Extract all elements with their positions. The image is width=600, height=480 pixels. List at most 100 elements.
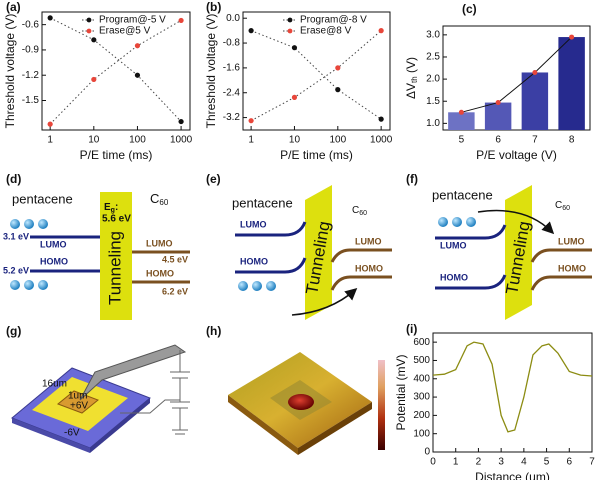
trend-line bbox=[461, 36, 572, 113]
label: 6.2 eV bbox=[162, 286, 188, 296]
y-tick-label: -3.2 bbox=[223, 112, 241, 123]
x-axis-label: P/E time (ms) bbox=[80, 148, 153, 162]
y-tick-label: 500 bbox=[413, 355, 430, 366]
label: 5.6 eV bbox=[102, 214, 131, 225]
x-tick-label: 2 bbox=[476, 457, 482, 468]
label: 1um bbox=[68, 391, 87, 402]
marker bbox=[178, 118, 184, 125]
marker bbox=[248, 118, 254, 124]
level bbox=[530, 248, 592, 263]
label: Eg: bbox=[104, 202, 118, 214]
label: Tunneling bbox=[105, 231, 124, 305]
label: LUMO bbox=[558, 236, 585, 246]
level bbox=[530, 275, 592, 291]
label: LUMO bbox=[240, 219, 267, 229]
label: C60 bbox=[352, 205, 367, 217]
x-tick-label: 6 bbox=[567, 457, 573, 468]
arrow bbox=[291, 288, 358, 316]
marker bbox=[378, 116, 384, 122]
legend-marker bbox=[287, 28, 293, 34]
diagram-h: (h) bbox=[206, 324, 385, 455]
y-tick-label: -1.6 bbox=[223, 63, 241, 74]
panel-label: (a) bbox=[6, 0, 21, 14]
marker bbox=[47, 15, 53, 21]
x-tick-label: 7 bbox=[532, 135, 538, 146]
electron bbox=[38, 219, 48, 229]
x-tick-label: 0 bbox=[430, 457, 436, 468]
x-tick-label: 1000 bbox=[370, 135, 393, 146]
label: HOMO bbox=[355, 263, 383, 273]
label: -6V bbox=[64, 428, 80, 439]
level bbox=[235, 221, 307, 237]
legend-marker bbox=[86, 17, 92, 23]
marker bbox=[134, 43, 141, 49]
marker bbox=[532, 69, 538, 75]
panel-label: (e) bbox=[206, 172, 221, 186]
dotted-line bbox=[49, 17, 182, 122]
y-tick-label: 3.0 bbox=[426, 29, 440, 40]
marker bbox=[134, 72, 141, 78]
marker bbox=[91, 37, 97, 43]
diagram-d: (d) pentacene C60 Eg: 5.6 eV Tunneling 3… bbox=[3, 172, 190, 320]
label: 3.1 eV bbox=[3, 231, 29, 241]
marker bbox=[47, 121, 53, 127]
level bbox=[235, 257, 307, 274]
barrier bbox=[100, 192, 132, 320]
label: HOMO bbox=[558, 263, 586, 273]
x-tick-label: 5 bbox=[544, 457, 550, 468]
x-tick-label: 1 bbox=[47, 135, 53, 146]
level bbox=[330, 248, 392, 263]
substrate-edge bbox=[12, 418, 90, 453]
hole bbox=[10, 280, 20, 290]
label: C60 bbox=[555, 200, 570, 212]
level bbox=[330, 275, 392, 291]
x-axis-label: Distance (um) bbox=[475, 470, 550, 480]
substrate-edge bbox=[90, 398, 150, 453]
y-tick-label: 2.5 bbox=[426, 52, 440, 63]
line bbox=[432, 341, 593, 433]
panel-label: (h) bbox=[206, 324, 221, 338]
legend-label: Erase@8 V bbox=[300, 26, 352, 37]
plot-frame bbox=[432, 332, 593, 453]
label: LUMO bbox=[146, 238, 173, 248]
y-axis-label-part: ΔV bbox=[404, 83, 418, 99]
marker bbox=[335, 65, 341, 71]
label: LUMO bbox=[40, 239, 67, 249]
inner-electrode bbox=[57, 390, 99, 414]
marker bbox=[178, 17, 184, 24]
x-tick-label: 100 bbox=[329, 135, 346, 146]
marker bbox=[248, 28, 254, 34]
colorbar bbox=[378, 360, 385, 450]
barrier bbox=[305, 185, 332, 320]
electron bbox=[438, 217, 448, 227]
y-axis-label-part: th bbox=[410, 76, 419, 83]
x-axis-label: P/E voltage (V) bbox=[476, 148, 557, 162]
y-axis-label: ΔVth (V) bbox=[404, 57, 419, 99]
legend-marker bbox=[86, 28, 92, 34]
electron bbox=[452, 217, 462, 227]
marker bbox=[569, 34, 575, 40]
electron bbox=[466, 217, 476, 227]
x-tick-label: 1000 bbox=[170, 135, 193, 146]
panel-label: (i) bbox=[406, 322, 417, 336]
diagram-f: (f) pentacene C60 Tunneling LUMO HOMO LU… bbox=[406, 172, 592, 320]
y-axis-label: Threshold voltage (V) bbox=[204, 14, 218, 129]
label: HOMO bbox=[146, 268, 174, 278]
label: pentacene bbox=[232, 195, 293, 210]
x-tick-label: 3 bbox=[498, 457, 504, 468]
charts: (a)-0.6 -0.9 -1.2 -1.5 Threshold voltage (V)… bbox=[3, 0, 595, 480]
level bbox=[435, 224, 507, 240]
legend-label: Erase@5 V bbox=[99, 26, 151, 37]
dotted-line bbox=[250, 30, 382, 120]
x-tick-label: 5 bbox=[459, 135, 465, 146]
x-tick-label: 6 bbox=[495, 135, 501, 146]
label: HOMO bbox=[440, 272, 468, 282]
bar bbox=[521, 72, 549, 130]
bar bbox=[448, 112, 475, 130]
y-tick-label: 1.0 bbox=[426, 118, 440, 129]
marker bbox=[291, 94, 298, 100]
x-tick-label: 7 bbox=[589, 457, 595, 468]
x-tick-label: 1 bbox=[248, 135, 254, 146]
y-tick-label: 300 bbox=[413, 392, 430, 403]
electron bbox=[10, 219, 20, 229]
